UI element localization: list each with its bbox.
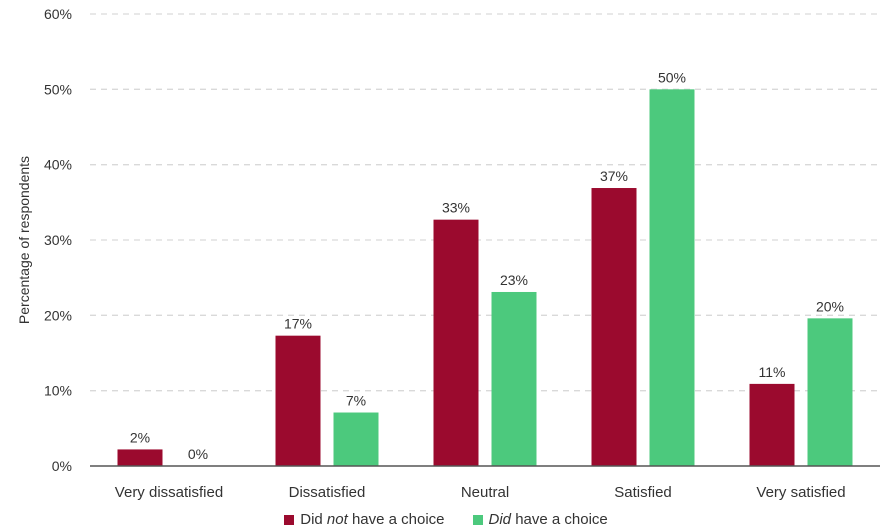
x-tick-label: Dissatisfied (289, 484, 366, 501)
x-tick-label: Very dissatisfied (115, 484, 223, 501)
bar-value-label: 23% (500, 272, 528, 288)
bar (491, 291, 537, 466)
legend-swatch (284, 514, 295, 525)
bar (807, 318, 853, 466)
bar-value-label: 20% (816, 298, 844, 314)
bars (117, 89, 853, 466)
legend: Did not have a choice Did have a choice (0, 511, 892, 528)
gridlines (90, 13, 880, 392)
bar-value-label: 7% (346, 393, 366, 409)
legend-item: Did have a choice (472, 511, 608, 528)
legend-item: Did not have a choice (284, 511, 445, 528)
bar-value-label: 0% (188, 446, 208, 462)
y-tick-label: 40% (44, 157, 72, 173)
bar (749, 383, 795, 466)
y-axis-label: Percentage of respondents (16, 156, 32, 324)
data-labels: 2% 0% 17% 7% 33% 23% 37% 50% 11% 20% (130, 69, 844, 462)
legend-swatch (472, 514, 483, 525)
y-tick-label: 10% (44, 383, 72, 399)
y-tick-label: 60% (44, 6, 72, 22)
x-tick-label: Satisfied (614, 484, 672, 501)
x-tick-labels: Very dissatisfied Dissatisfied Neutral Sati… (115, 484, 846, 501)
bar (433, 219, 479, 466)
bar (275, 335, 321, 466)
bar-value-label: 17% (284, 316, 312, 332)
bar-value-label: 50% (658, 69, 686, 85)
y-tick-label: 0% (52, 458, 72, 474)
x-tick-label: Very satisfied (756, 484, 845, 501)
bar-value-label: 11% (759, 364, 786, 380)
bar (591, 188, 637, 466)
legend-label: Did have a choice (488, 511, 608, 528)
bar-value-label: 33% (442, 200, 470, 216)
bar (117, 449, 163, 466)
bar-value-label: 2% (130, 429, 150, 445)
y-tick-label: 30% (44, 232, 72, 248)
legend-label: Did not have a choice (300, 511, 445, 528)
x-tick-label: Neutral (461, 484, 509, 501)
bar (649, 89, 695, 466)
bar (333, 412, 379, 466)
y-tick-label: 20% (44, 307, 72, 323)
y-tick-label: 50% (44, 81, 72, 97)
bar-value-label: 37% (600, 168, 628, 184)
bar-chart: 0% 10% 20% 30% 40% 50% 60% 2% 0% 17% 7% 33% 23% 37% 5… (16, 6, 880, 501)
y-tick-labels: 0% 10% 20% 30% 40% 50% 60% (44, 6, 72, 474)
